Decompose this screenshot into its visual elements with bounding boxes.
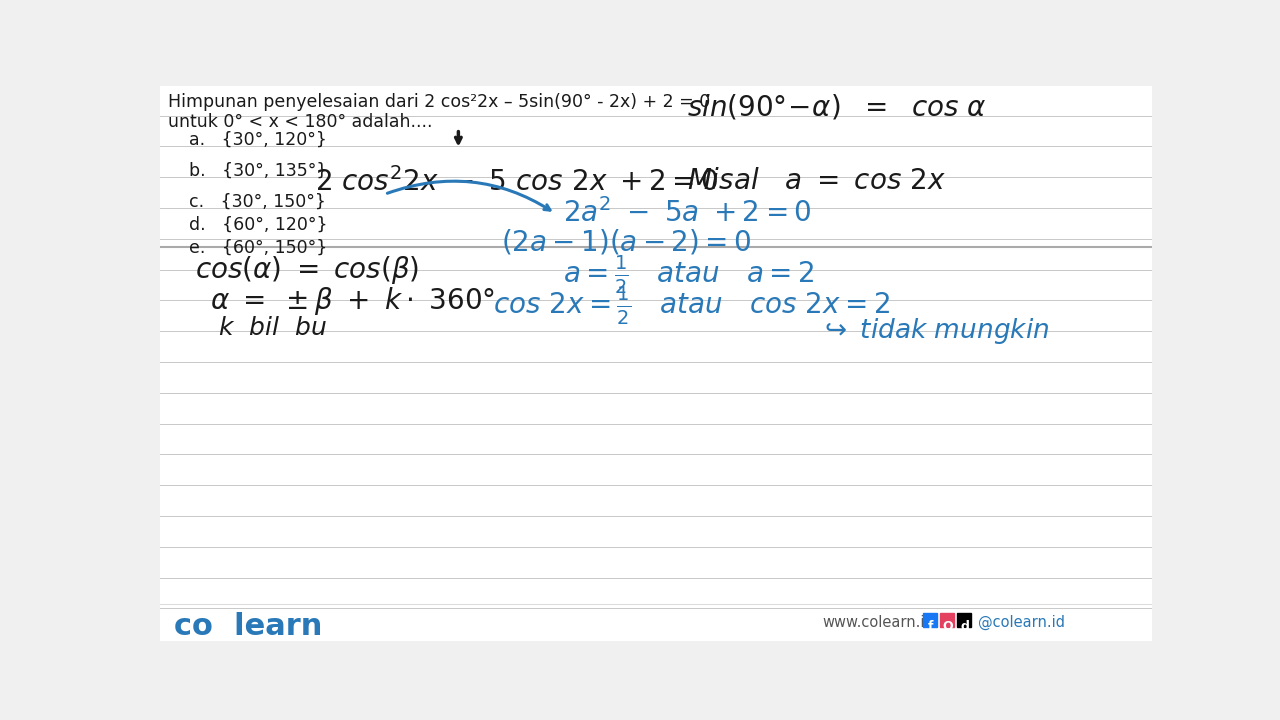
Text: $\hookrightarrow$ tidak mungkin: $\hookrightarrow$ tidak mungkin xyxy=(819,316,1050,346)
Text: $2\ \mathit{cos}^2 2x\ -\ 5\ \mathit{cos}\ 2x\ +2=0$: $2\ \mathit{cos}^2 2x\ -\ 5\ \mathit{cos… xyxy=(315,167,718,197)
Text: Himpunan penyelesaian dari 2 cos²2x – 5sin(90° - 2x) + 2 = 0: Himpunan penyelesaian dari 2 cos²2x – 5s… xyxy=(168,93,710,111)
Text: c.   {30°, 150°}: c. {30°, 150°} xyxy=(189,193,326,211)
Text: co  learn: co learn xyxy=(174,611,323,641)
Text: untuk 0° < x < 180° adalah....: untuk 0° < x < 180° adalah.... xyxy=(168,112,433,130)
Text: $\mathit{sin}(90°\!-\!\alpha)\ \ =\ \ \mathit{cos}\ \alpha$: $\mathit{sin}(90°\!-\!\alpha)\ \ =\ \ \m… xyxy=(687,93,987,122)
Text: e.   {60°, 150°}: e. {60°, 150°} xyxy=(189,239,328,257)
Text: f: f xyxy=(928,620,933,633)
Text: b.   {30°, 135°}: b. {30°, 135°} xyxy=(189,162,328,180)
Text: O: O xyxy=(942,620,952,633)
Text: $2a^2\ -\ 5a\ +2 = 0$: $2a^2\ -\ 5a\ +2 = 0$ xyxy=(563,198,812,228)
Text: a.   {30°, 120°}: a. {30°, 120°} xyxy=(189,131,328,149)
Text: $a = \frac{1}{2}$$\ \ \ atau\ \ \ a=2$: $a = \frac{1}{2}$$\ \ \ atau\ \ \ a=2$ xyxy=(563,254,814,297)
Text: $\mathit{cos}(\alpha)\ =\ \mathit{cos}(\beta)$: $\mathit{cos}(\alpha)\ =\ \mathit{cos}(\… xyxy=(195,254,420,287)
Bar xyxy=(941,613,955,627)
Bar xyxy=(957,613,972,627)
Text: d: d xyxy=(960,620,969,633)
Text: $\mathit{cos}\ 2x = \frac{1}{2}$$\ \ \ atau\ \ \ \mathit{cos}\ 2x = 2$: $\mathit{cos}\ 2x = \frac{1}{2}$$\ \ \ a… xyxy=(493,285,890,327)
Text: $k\ \ bil\ \ bu$: $k\ \ bil\ \ bu$ xyxy=(218,316,328,340)
Text: d.   {60°, 120°}: d. {60°, 120°} xyxy=(189,216,328,234)
Text: $\mathit{Misal}\ \ \ a\ =\ \mathit{cos}\ 2x$: $\mathit{Misal}\ \ \ a\ =\ \mathit{cos}\… xyxy=(687,167,946,195)
Bar xyxy=(923,613,937,627)
Text: www.colearn.id: www.colearn.id xyxy=(823,615,934,629)
Text: $\alpha\ =\ \pm\beta\ +\ k\cdot\ 360°$: $\alpha\ =\ \pm\beta\ +\ k\cdot\ 360°$ xyxy=(210,285,495,317)
Text: $(2a-1)(a-2) = 0$: $(2a-1)(a-2) = 0$ xyxy=(500,228,751,256)
Text: @colearn.id: @colearn.id xyxy=(978,615,1065,630)
